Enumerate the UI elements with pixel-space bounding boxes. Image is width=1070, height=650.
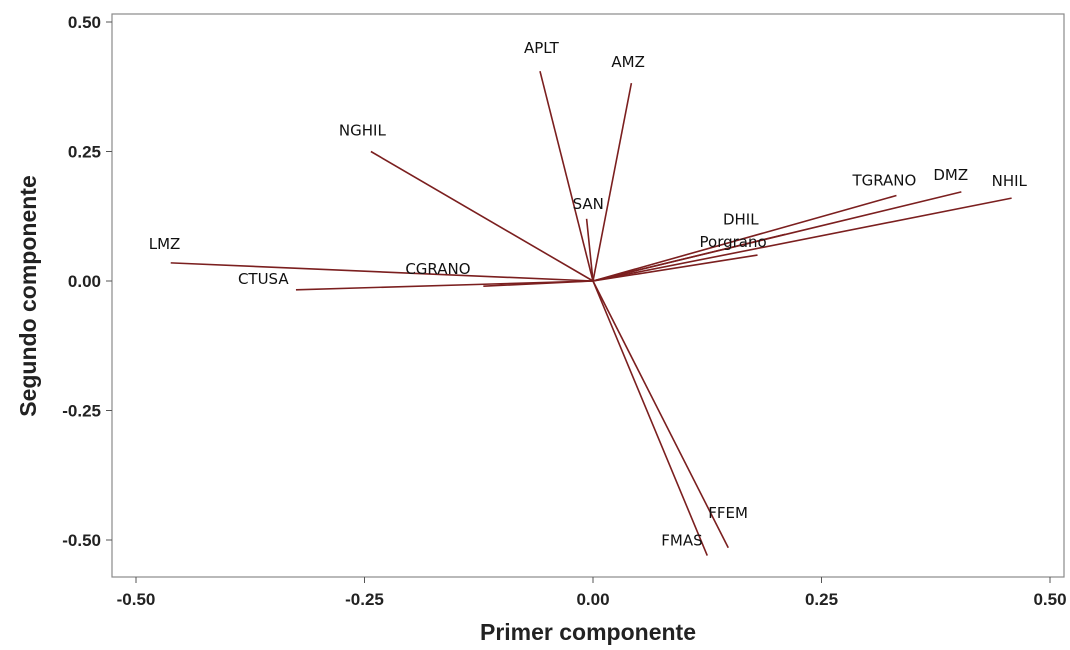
y-tick-label: 0.25 (68, 143, 101, 162)
y-axis: -0.50 -0.25 0.00 0.25 0.50 (62, 13, 112, 550)
vector-label-porgrano: Porgrano (700, 233, 767, 251)
vector-line-ctusa (295, 280, 594, 291)
vector-line-nghil (370, 150, 594, 282)
vector-line-san (585, 218, 594, 282)
y-tick-label: -0.25 (62, 402, 101, 421)
x-tick-label: 0.25 (805, 590, 838, 609)
vector-line-aplt (539, 71, 594, 282)
vector-label-lmz: LMZ (149, 235, 181, 253)
vector-label-nhil: NHIL (992, 172, 1028, 190)
vector-line-porgrano (592, 254, 758, 282)
x-tick-label: 0.50 (1033, 590, 1066, 609)
vector-label-cgrano: CGRANO (405, 260, 470, 278)
x-axis-title: Primer componente (480, 619, 696, 645)
vector-label-ctusa: CTUSA (238, 270, 289, 288)
vectors-layer: APLT AMZ NGHIL SAN TGRANO DMZ NHIL DHIL Porgrano… (149, 39, 1028, 556)
vector-label-fmas: FMAS (661, 532, 702, 550)
vector-line-dhil (592, 233, 786, 282)
x-tick-label: -0.25 (345, 590, 384, 609)
vector-label-ffem: FFEM (708, 504, 748, 522)
vector-label-amz: AMZ (611, 53, 644, 71)
vector-label-nghil: NGHIL (339, 122, 387, 140)
vector-label-san: SAN (573, 195, 604, 213)
vector-line-ffem (592, 280, 729, 549)
x-tick-label: -0.50 (117, 590, 156, 609)
y-tick-label: 0.50 (68, 13, 101, 32)
vector-line-tgrano (592, 194, 897, 282)
y-axis-title: Segundo componente (15, 175, 41, 417)
vector-label-dmz: DMZ (933, 166, 968, 184)
plot-frame (111, 13, 1065, 578)
vector-line-lmz (170, 262, 594, 282)
y-tick-label: 0.00 (68, 272, 101, 291)
y-tick-label: -0.50 (62, 531, 101, 550)
vector-label-dhil: DHIL (723, 210, 759, 228)
vector-line-amz (592, 82, 633, 282)
x-axis: -0.50 -0.25 0.00 0.25 0.50 (117, 577, 1067, 609)
vector-line-cgrano (483, 280, 594, 287)
vector-label-tgrano: TGRANO (851, 172, 916, 190)
vector-line-nhil (592, 197, 1012, 282)
vector-line-fmas (592, 280, 708, 556)
vector-label-aplt: APLT (524, 39, 560, 57)
x-tick-label: 0.00 (576, 590, 609, 609)
